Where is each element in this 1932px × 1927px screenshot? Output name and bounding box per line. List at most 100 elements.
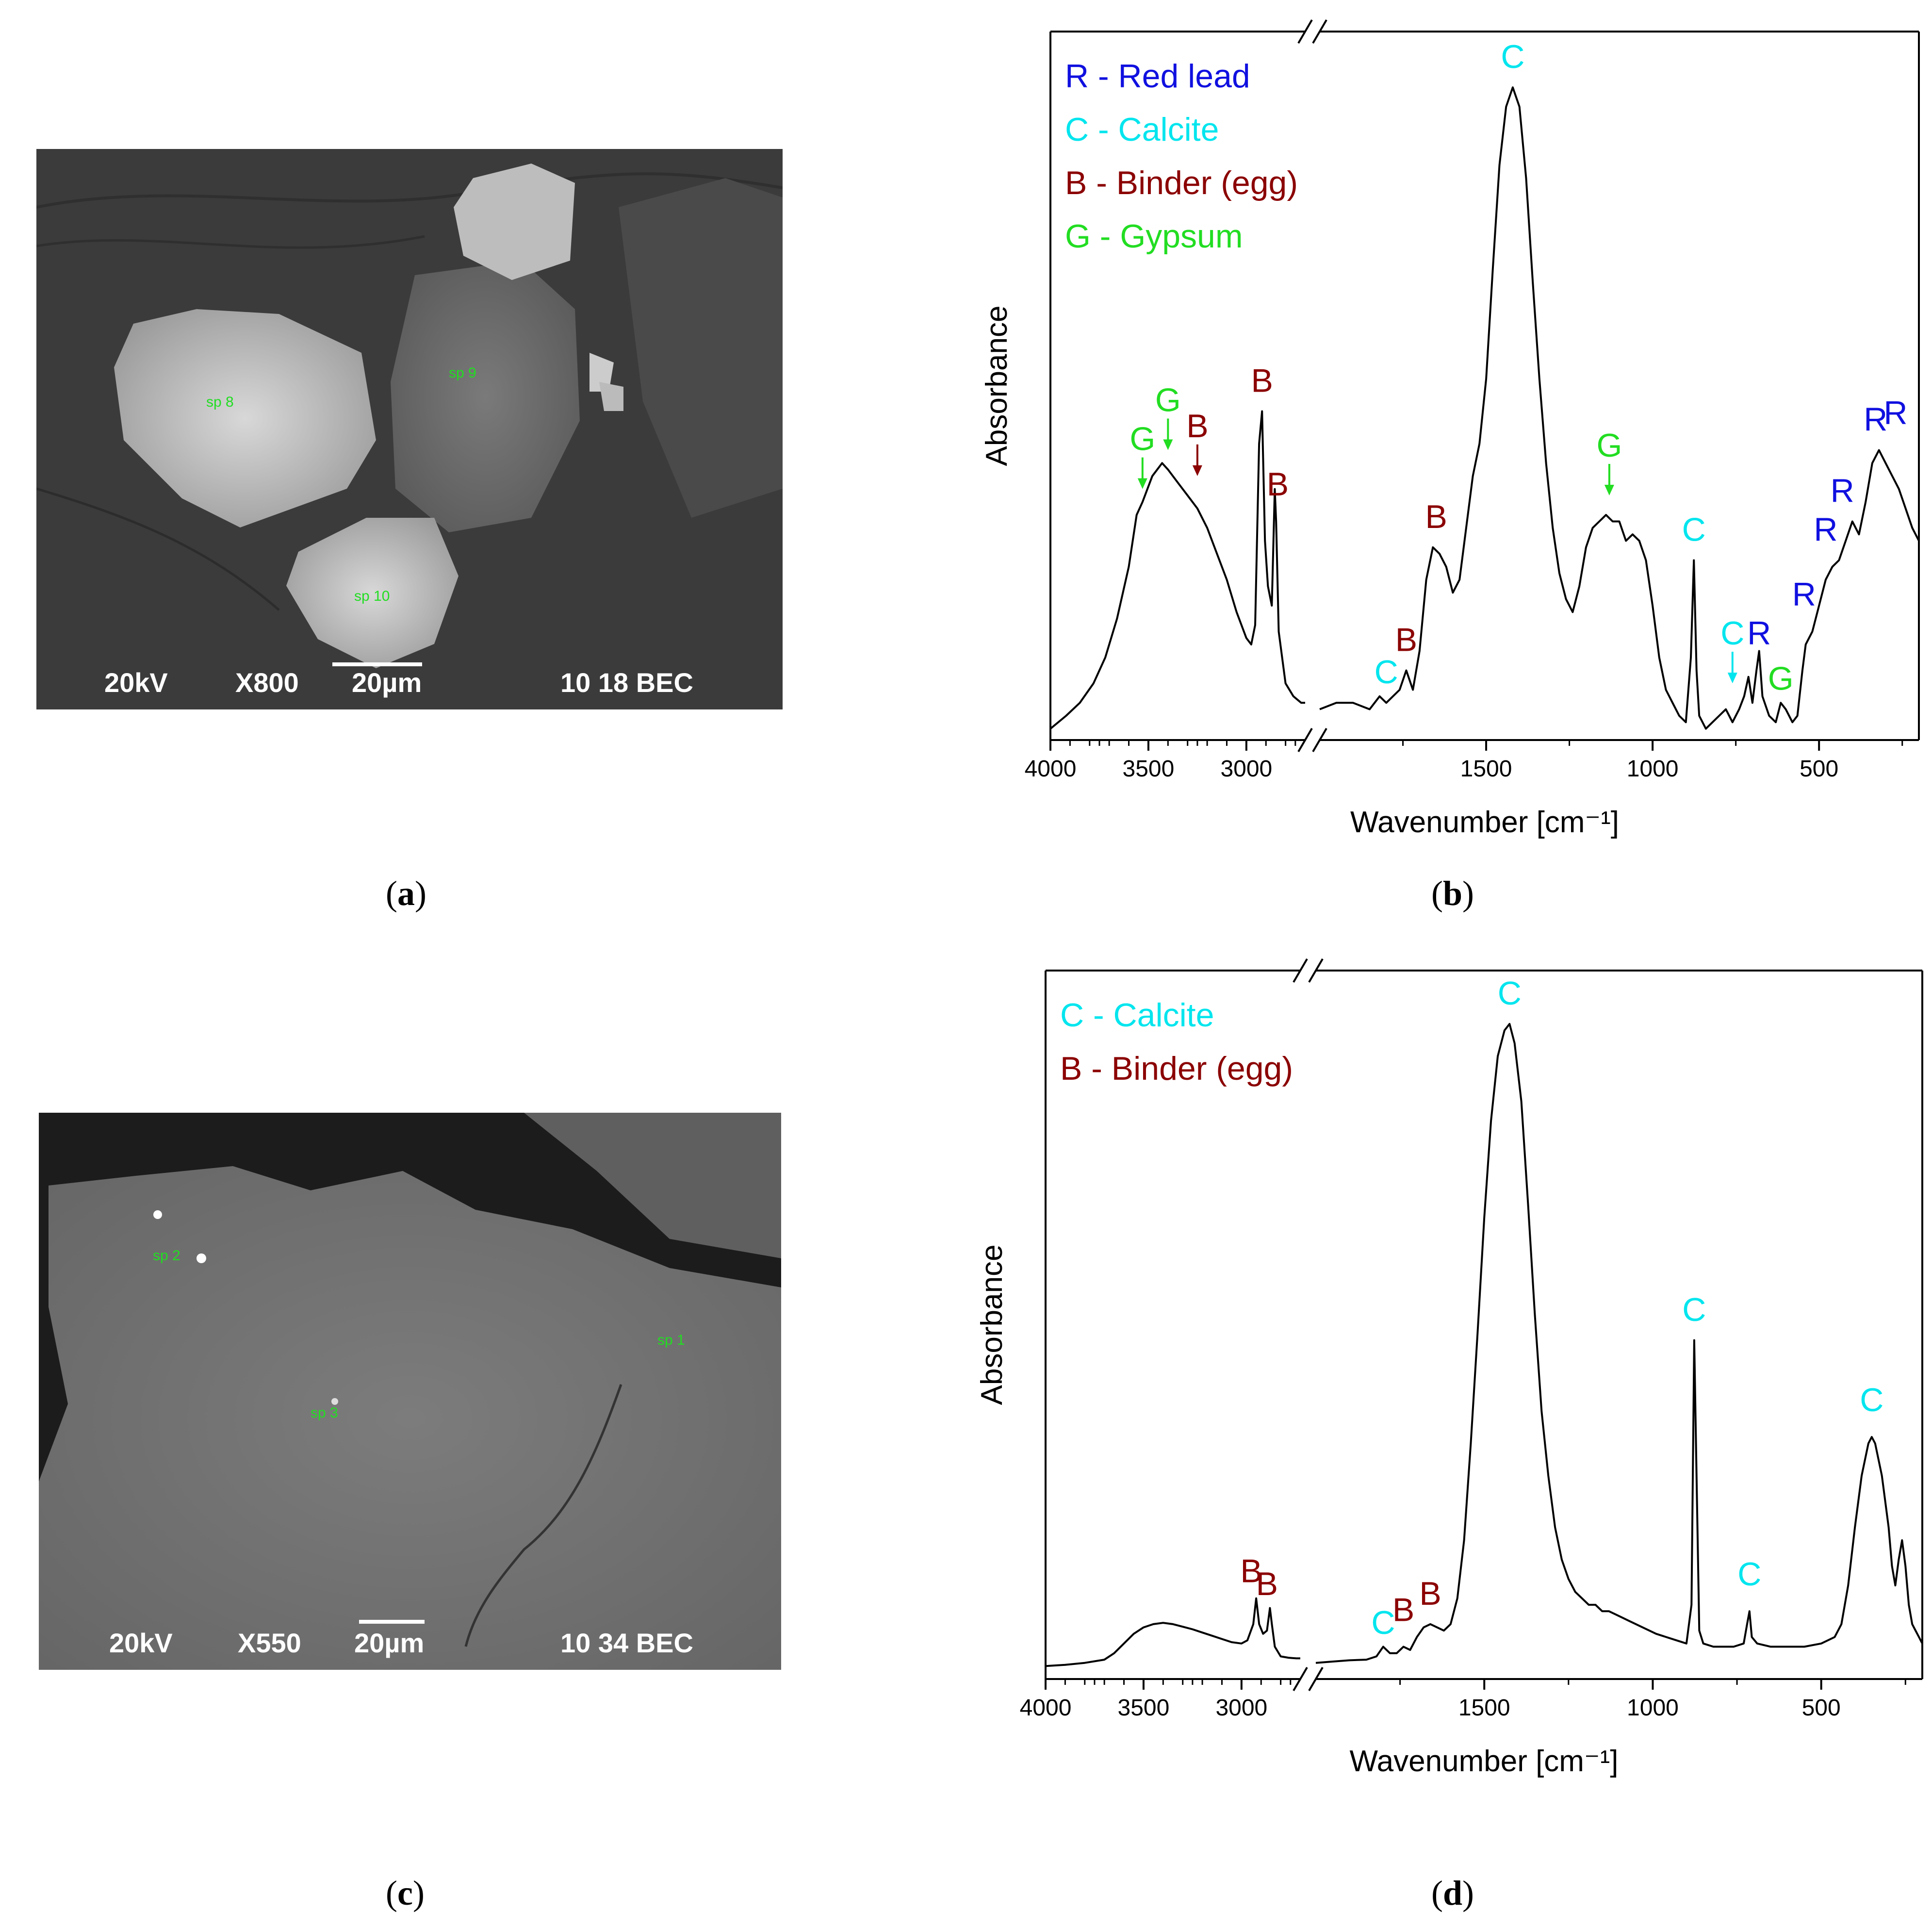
peak-label: B [1419,1575,1441,1612]
x-tick-label: 4000 [1020,1695,1072,1721]
peak-label: B [1256,1565,1278,1602]
axis-break-mark [1293,958,1308,983]
x-axis-label: Wavenumber [cm⁻¹] [1350,806,1619,839]
x-tick-label: 3000 [1220,756,1272,782]
legend-entry: B - Binder (egg) [1060,1050,1293,1087]
x-tick-label: 3000 [1215,1695,1267,1721]
peak-label: C [1682,1291,1706,1328]
peak-label: C [1501,38,1524,75]
peak-arrowhead [1137,478,1147,489]
peak-label: C [1860,1382,1883,1418]
peak-label: R [1747,615,1771,652]
sem-code: 10 34 BEC [560,1628,693,1658]
scale-bar [359,1620,425,1624]
peak-label: G [1155,382,1181,419]
peak-label: R [1864,401,1887,438]
sem-texture-a [36,149,783,709]
peak-label: G [1596,427,1622,464]
spot-label: sp 9 [449,365,476,381]
axis-break-mark [1308,1666,1324,1692]
sem-scale-label: 20µm [354,1628,425,1658]
legend-entry: R - Red lead [1065,58,1250,95]
sample-cross-section [39,1166,781,1670]
x-tick-label: 500 [1800,756,1838,782]
legend-entry: B - Binder (egg) [1065,165,1298,201]
sem-texture-c [39,1113,781,1670]
sem-image-c: sp 2 sp 1 sp 3 20kV X550 20µm 10 34 BEC [39,1113,781,1670]
peak-label: G [1130,421,1155,458]
peak-label: C [1375,654,1398,691]
peak-label: B [1186,408,1208,445]
caption-d: (d) [1431,1874,1474,1912]
legend-entry: C - Calcite [1060,997,1214,1034]
peak-label: C [1498,975,1522,1012]
axis-break-mark [1297,19,1313,44]
peak-label: C [1371,1604,1395,1641]
peak-label: R [1831,472,1854,509]
caption-b: (b) [1431,874,1474,913]
sem-code: 10 18 BEC [560,667,693,698]
sem-scale-label: 20µm [352,667,422,698]
particle-sp8 [114,309,376,527]
particle-top [454,164,575,280]
sem-magnification: X550 [238,1628,301,1658]
x-tick-label: 3500 [1118,1695,1170,1721]
axis-break-mark [1312,727,1327,753]
spectrum-line [1319,86,1920,730]
spot-label: sp 8 [206,394,234,410]
caption-c: (c) [386,1874,425,1912]
peak-label: B [1425,498,1447,535]
legend-entry: C - Calcite [1065,111,1219,148]
spectrum-line [1315,1023,1923,1664]
axis-break-mark [1308,958,1324,983]
sem-info-bar: 20kV X550 20µm 10 34 BEC [39,1616,781,1670]
peak-label: C [1720,615,1744,652]
axis-break-mark [1297,727,1313,753]
chart-d: 4000 3500 3000 1500 1000 500 Wavenumber [cm⁻¹]… [975,958,1923,1778]
y-axis-label: Absorbance [980,306,1014,466]
peak-label: B [1251,362,1273,399]
spot-label: sp 1 [657,1332,685,1348]
spot-label: sp 10 [354,588,390,604]
peak-arrowhead [1192,465,1202,476]
peak-label: B [1395,621,1417,658]
peak-label: B [1392,1591,1414,1628]
particle-sp10 [286,518,458,668]
legend-entry: G - Gypsum [1065,218,1243,255]
peak-label: B [1240,1552,1262,1589]
axis-break-mark [1293,1666,1308,1692]
y-axis-label: Absorbance [975,1245,1009,1405]
spectrum-line [1045,1597,1300,1667]
peak-label: B [1267,466,1289,503]
x-tick-label: 1000 [1627,1695,1679,1721]
caption-a: (a) [386,874,426,913]
x-tick-label: 1000 [1627,756,1679,782]
sem-magnification: X800 [235,667,299,698]
peak-arrowhead [1604,484,1614,495]
sem-image-a: sp 8 sp 9 sp 10 20kV X800 20µm 10 18 BEC [36,149,783,709]
peak-label: R [1883,395,1907,431]
x-tick-label: 4000 [1025,756,1077,782]
sem-kv: 20kV [104,667,168,698]
x-axis-label: Wavenumber [cm⁻¹] [1349,1745,1618,1778]
particle-sp9 [391,261,580,532]
peak-arrowhead [1727,673,1737,684]
peak-label: G [1768,660,1794,697]
x-tick-label: 1500 [1458,1695,1510,1721]
peak-label: R [1814,511,1837,548]
sem-info-bar: 20kV X800 20µm 10 18 BEC [36,656,783,709]
x-tick-label: 1500 [1460,756,1512,782]
sem-kv: 20kV [109,1628,173,1658]
spectrum-line [1049,410,1305,730]
chart-b: 4000 3500 3000 1500 1000 500 Wavenumber [cm⁻¹]… [980,19,1920,839]
peak-label: C [1682,511,1706,548]
spot-label: sp 3 [311,1405,338,1421]
axis-break-mark [1312,19,1327,44]
peak-label: C [1737,1556,1761,1593]
spot-label: sp 2 [153,1248,180,1264]
x-tick-label: 3500 [1123,756,1175,782]
peak-arrowhead [1163,439,1173,450]
peak-label: R [1792,576,1816,613]
scale-bar [332,662,422,666]
x-tick-label: 500 [1802,1695,1841,1721]
